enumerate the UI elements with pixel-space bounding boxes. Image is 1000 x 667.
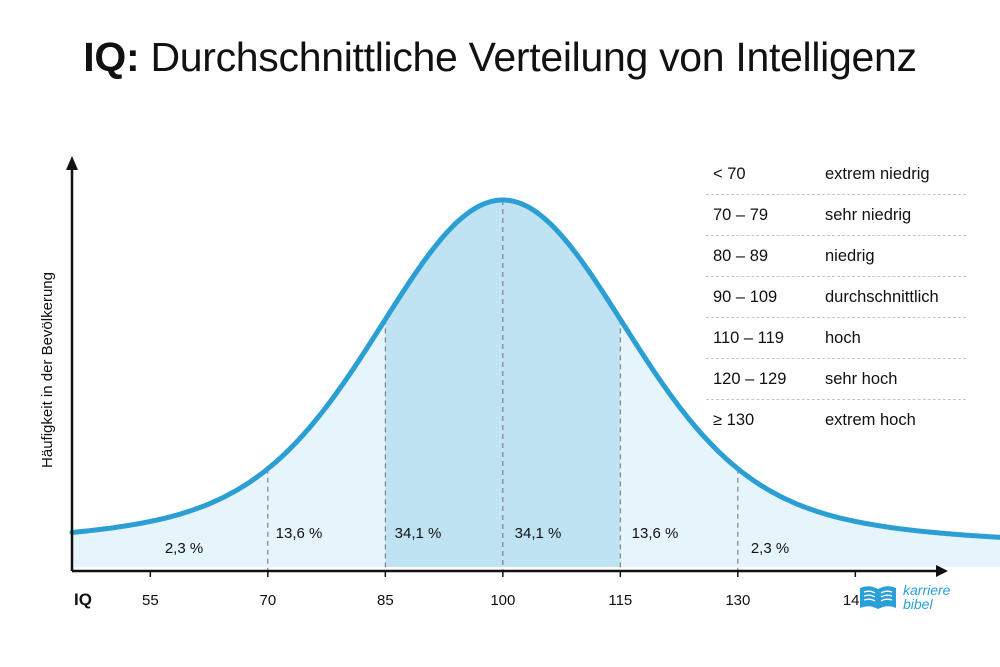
- iq-classification-legend: < 70 extrem niedrig 70 – 79 sehr niedrig 80 …: [706, 154, 966, 440]
- legend-range: 70 – 79: [713, 205, 769, 224]
- x-tick-label: 85: [377, 592, 394, 609]
- title-text: Durchschnittliche Verteilung von Intelli…: [150, 34, 917, 80]
- segment-percentage-label: 2,3 %: [751, 540, 789, 557]
- x-axis-label: IQ: [74, 590, 92, 609]
- segment-percentage-label: 34,1 %: [515, 525, 562, 542]
- distribution-segment: [502, 200, 621, 567]
- distribution-segment: [737, 468, 1000, 567]
- title-prefix: IQ:: [83, 34, 140, 80]
- legend-row: 120 – 129 sehr hoch: [706, 359, 966, 400]
- y-axis-label: Häufigkeit in der Bevölkerung: [39, 272, 56, 468]
- legend-description: hoch: [825, 328, 861, 347]
- y-axis-arrow: [66, 156, 78, 170]
- legend-row: 110 – 119 hoch: [706, 318, 966, 359]
- brand-line-1: karriere: [903, 582, 951, 598]
- x-tick-label: 115: [608, 592, 632, 609]
- distribution-segment: [267, 319, 386, 567]
- legend-description: sehr hoch: [825, 369, 898, 388]
- x-tick-label: 100: [490, 592, 515, 609]
- x-tick-label: 55: [142, 592, 159, 609]
- legend-row: ≥ 130 extrem hoch: [706, 400, 966, 440]
- segment-percentage-label: 34,1 %: [395, 525, 442, 542]
- segment-percentage-label: 13,6 %: [632, 525, 679, 542]
- segment-percentage-label: 13,6 %: [276, 525, 323, 542]
- legend-description: durchschnittlich: [825, 287, 939, 306]
- page-title: IQ: Durchschnittliche Verteilung von Int…: [0, 34, 1000, 81]
- brand-line-2: bibel: [903, 596, 933, 612]
- legend-row: < 70 extrem niedrig: [706, 154, 966, 195]
- distribution-segment: [620, 319, 738, 567]
- segment-percentage-label: 2,3 %: [165, 540, 203, 557]
- open-book-icon: [860, 586, 896, 609]
- legend-description: extrem niedrig: [825, 164, 930, 183]
- legend-description: sehr niedrig: [825, 205, 912, 224]
- legend-description: extrem hoch: [825, 410, 916, 429]
- legend-range: ≥ 130: [713, 410, 755, 429]
- legend-range: 80 – 89: [713, 246, 769, 265]
- x-tick-label: 70: [259, 592, 276, 609]
- distribution-segment: [385, 200, 503, 567]
- legend-range: 120 – 129: [713, 369, 787, 388]
- x-tick-label: 130: [725, 592, 750, 609]
- legend-range: < 70: [713, 164, 746, 183]
- legend-row: 80 – 89 niedrig: [706, 236, 966, 277]
- legend-row: 90 – 109 durchschnittlich: [706, 277, 966, 318]
- brand-logo: karriere bibel: [858, 580, 950, 614]
- legend-row: 70 – 79 sehr niedrig: [706, 195, 966, 236]
- distribution-curve: [69, 197, 1000, 540]
- legend-range: 90 – 109: [713, 287, 778, 306]
- legend-range: 110 – 119: [713, 328, 784, 347]
- x-axis-arrow: [936, 565, 948, 577]
- legend-description: niedrig: [825, 246, 875, 265]
